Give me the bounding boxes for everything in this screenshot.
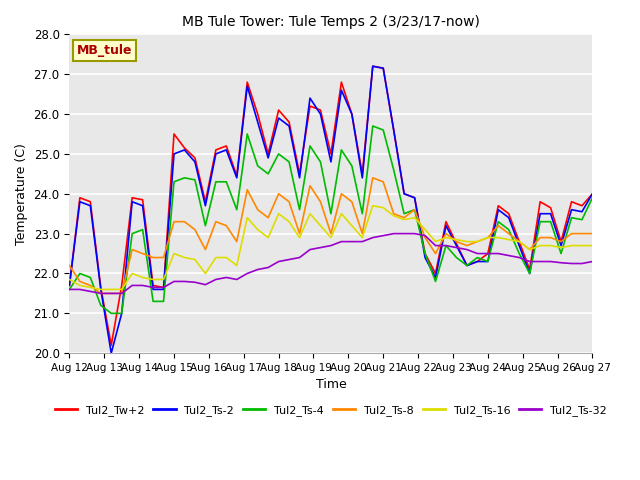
X-axis label: Time: Time <box>316 378 346 392</box>
Text: MB_tule: MB_tule <box>77 44 132 57</box>
Title: MB Tule Tower: Tule Temps 2 (3/23/17-now): MB Tule Tower: Tule Temps 2 (3/23/17-now… <box>182 15 480 29</box>
Legend: Tul2_Tw+2, Tul2_Ts-2, Tul2_Ts-4, Tul2_Ts-8, Tul2_Ts-16, Tul2_Ts-32: Tul2_Tw+2, Tul2_Ts-2, Tul2_Ts-4, Tul2_Ts… <box>51 400 611 420</box>
Y-axis label: Temperature (C): Temperature (C) <box>15 143 28 245</box>
